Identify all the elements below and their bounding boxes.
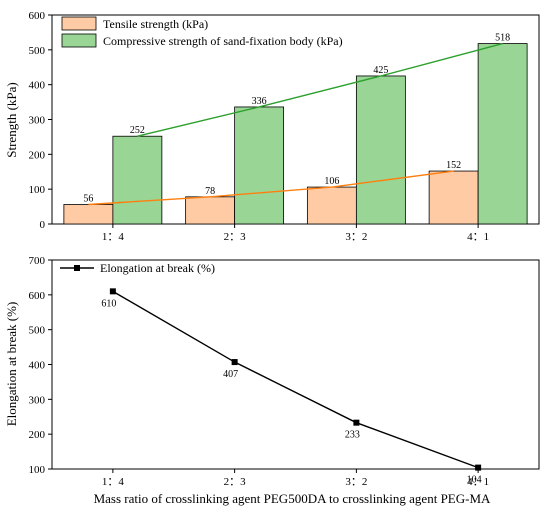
compressive-bar xyxy=(112,135,163,225)
compressive-bar xyxy=(234,106,285,225)
elongation-value-label: 233 xyxy=(345,430,360,441)
elongation-point xyxy=(231,359,238,366)
line-chart-panel: 100 200 300 400 500 600 700 1：4 2：3 3：2 4：1 610 40… xyxy=(4,255,540,506)
bar-x-tick-label: 4：1 xyxy=(467,231,489,243)
legend-label-elongation: Elongation at break (%) xyxy=(100,261,215,275)
elongation-value-label: 104 xyxy=(467,475,482,486)
tensile-value-label: 56 xyxy=(83,193,93,204)
line-x-tick-label: 2：3 xyxy=(224,476,246,488)
bar-x-tick-label: 1：4 xyxy=(102,231,124,243)
compressive-bar xyxy=(477,43,528,225)
line-x-tick-label: 4：1 xyxy=(467,476,489,488)
elongation-line xyxy=(112,290,479,469)
line-x-tick-label: 1：4 xyxy=(102,476,124,488)
legend-swatch-tensile xyxy=(61,16,97,31)
compressive-value-label: 518 xyxy=(495,33,510,44)
compressive-trend-line xyxy=(137,42,503,137)
bar-y-tick-label: 400 xyxy=(29,80,46,92)
line-y-tick-label: 500 xyxy=(29,325,46,337)
elongation-point xyxy=(475,464,482,471)
line-y-tick-label: 300 xyxy=(29,394,46,406)
compressive-value-label: 425 xyxy=(373,65,388,76)
bar-y-axis-title: Strength (kPa) xyxy=(4,82,19,157)
line-y-tick-label: 100 xyxy=(29,464,46,476)
elongation-value-label: 610 xyxy=(101,298,116,309)
bar-y-tick-label: 300 xyxy=(29,115,46,127)
elongation-point xyxy=(109,288,116,295)
line-data-labels: 610 407 233 104 xyxy=(101,298,481,485)
line-legend: Elongation at break (%) xyxy=(60,261,215,275)
compressive-bar xyxy=(355,75,406,225)
line-y-tick-label: 400 xyxy=(29,360,46,372)
bar-x-tick-label: 2：3 xyxy=(224,231,246,243)
compressive-value-label: 252 xyxy=(130,125,145,136)
bar-legend: Tensile strength (kPa) Compressive stren… xyxy=(61,16,343,48)
tensile-trend-line xyxy=(88,170,454,206)
compressive-value-label: 336 xyxy=(252,96,267,107)
bar-y-axis: 0 100 200 300 400 500 600 xyxy=(29,10,52,231)
elongation-point xyxy=(353,419,360,426)
line-y-axis-title: Elongation at break (%) xyxy=(4,302,19,427)
bar-trend-lines xyxy=(88,42,503,206)
line-x-axis: 1：4 2：3 3：2 4：1 xyxy=(102,469,489,488)
tensile-value-label: 152 xyxy=(446,160,461,171)
tensile-value-label: 78 xyxy=(205,186,215,197)
legend-label-tensile: Tensile strength (kPa) xyxy=(103,17,208,31)
bar-y-tick-label: 200 xyxy=(29,149,46,161)
tensile-bar xyxy=(428,170,479,225)
bar-x-tick-label: 3：2 xyxy=(345,231,367,243)
legend-marker-elongation xyxy=(74,265,80,271)
legend-label-compressive: Compressive strength of sand-fixation bo… xyxy=(103,34,343,48)
tensile-bar xyxy=(63,204,114,225)
tensile-bar xyxy=(306,186,357,225)
bar-chart-panel: 0 100 200 300 400 500 600 1：4 2：3 3：2 4：1 56 78 106… xyxy=(4,10,540,243)
line-y-tick-label: 200 xyxy=(29,429,46,441)
line-y-axis: 100 200 300 400 500 600 700 xyxy=(29,255,52,476)
bar-y-tick-label: 500 xyxy=(29,45,46,57)
bar-series xyxy=(63,43,528,225)
bar-y-tick-label: 100 xyxy=(29,184,46,196)
tensile-bar xyxy=(185,196,236,225)
bar-y-tick-label: 0 xyxy=(40,219,46,231)
bar-y-tick-label: 600 xyxy=(29,10,46,22)
legend-swatch-compressive xyxy=(61,33,97,48)
bar-x-axis: 1：4 2：3 3：2 4：1 xyxy=(102,224,489,243)
line-y-tick-label: 700 xyxy=(29,255,46,267)
line-x-axis-title: Mass ratio of crosslinking agent PEG500D… xyxy=(94,491,491,506)
line-plot-frame xyxy=(51,259,540,470)
line-x-tick-label: 3：2 xyxy=(345,476,367,488)
tensile-value-label: 106 xyxy=(324,176,339,187)
line-series xyxy=(109,288,482,471)
elongation-value-label: 407 xyxy=(223,369,238,380)
line-y-tick-label: 600 xyxy=(29,290,46,302)
bar-data-labels: 56 78 106 152 252 336 425 518 xyxy=(83,33,510,205)
